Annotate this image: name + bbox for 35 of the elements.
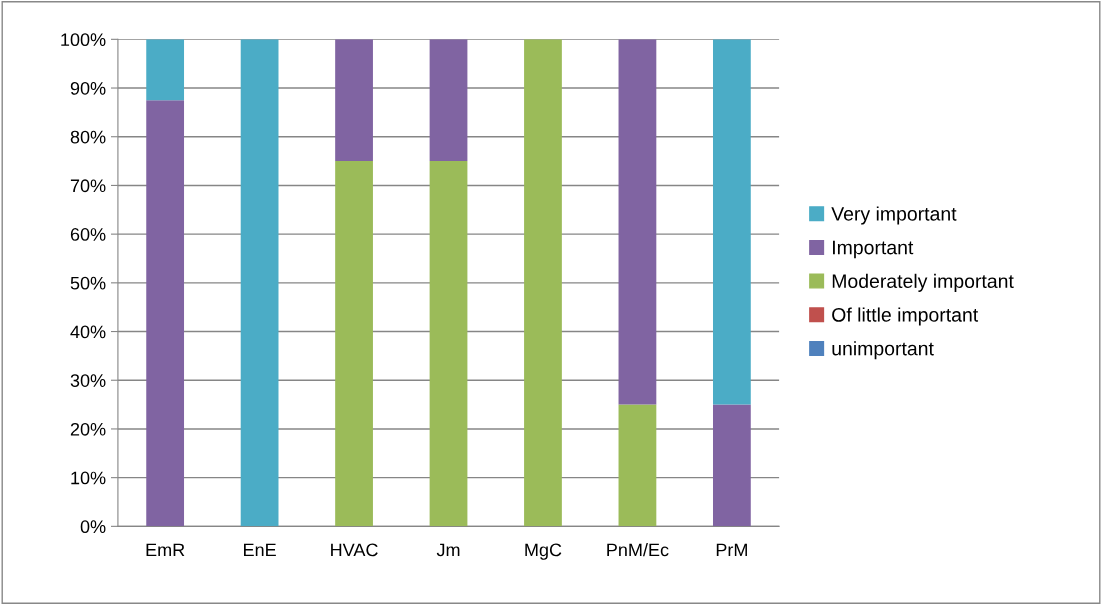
y-tick-label: 70% [70, 179, 106, 193]
x-tick-label: PnM/Ec [607, 543, 669, 557]
y-tick-label: 60% [70, 228, 106, 241]
bar [618, 39, 657, 405]
bar [429, 39, 468, 162]
bar [524, 39, 562, 527]
y-tick-label: 10% [71, 471, 106, 485]
legend-label: Very important [831, 206, 957, 225]
x-tick-label: EmR [146, 543, 185, 557]
bar [335, 39, 373, 162]
y-tick-label: 90% [70, 81, 106, 95]
x-tick-label: EnE [244, 543, 276, 557]
x-tick-label: HVAC [331, 543, 378, 557]
legend-label: unimportant [832, 341, 934, 360]
bar [712, 404, 751, 527]
bar [712, 39, 751, 405]
bar [429, 161, 468, 527]
x-tick-label: Jm [436, 543, 460, 557]
bar [146, 100, 185, 527]
y-tick-label: 50% [70, 276, 106, 290]
y-tick-label: 40% [70, 325, 106, 339]
x-tick-label: PrM [716, 543, 747, 557]
bar [240, 39, 279, 527]
y-tick-label: 20% [70, 422, 106, 436]
y-tick-label: 80% [70, 130, 106, 144]
legend-label: Moderately important [832, 273, 1014, 292]
bar [618, 404, 657, 527]
x-tick-label: MgC [525, 543, 562, 560]
bar [335, 161, 373, 527]
y-tick-label: 30% [70, 374, 106, 387]
y-tick-label: 0% [80, 520, 106, 534]
y-tick-label: 100% [61, 33, 106, 47]
legend-label: Important [833, 240, 914, 259]
bar [146, 39, 185, 101]
legend-label: Of little important [832, 307, 979, 326]
